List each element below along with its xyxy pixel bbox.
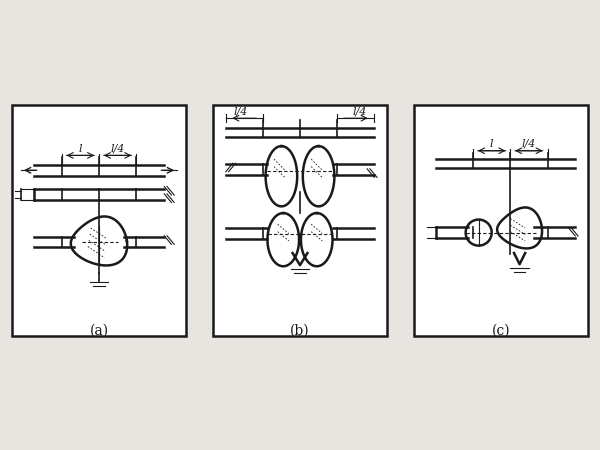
Text: (b): (b) bbox=[290, 323, 310, 337]
Text: (a): (a) bbox=[89, 323, 109, 337]
Text: l/4: l/4 bbox=[110, 144, 125, 153]
Text: l: l bbox=[490, 139, 493, 149]
Text: l/4: l/4 bbox=[233, 106, 248, 117]
Text: l/4: l/4 bbox=[352, 106, 367, 117]
Text: l/4: l/4 bbox=[522, 139, 536, 149]
Text: l: l bbox=[79, 144, 82, 153]
Text: (c): (c) bbox=[491, 323, 511, 337]
